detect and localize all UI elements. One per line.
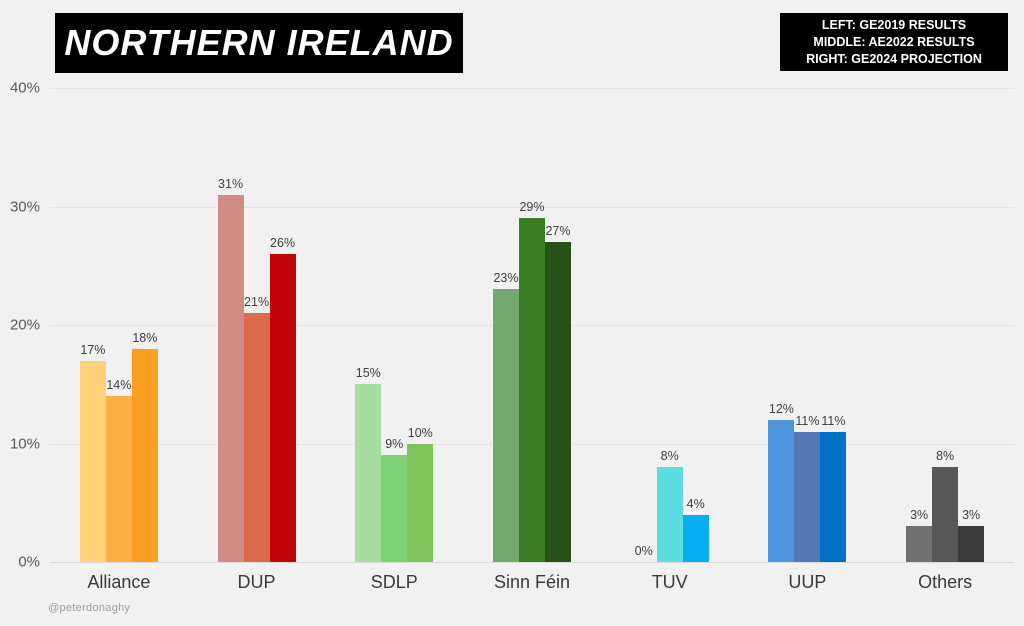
x-axis-category-label: SDLP: [370, 572, 418, 592]
bar-sdlp-right: [407, 443, 434, 562]
value-label-tuv-left: 0%: [634, 544, 653, 558]
watermark-credit: @peterdonaghy: [48, 602, 131, 614]
value-label-tuv-middle: 8%: [660, 449, 679, 464]
x-axis-category-label: UUP: [788, 572, 827, 592]
bar-dup-middle: [243, 313, 270, 562]
y-axis-tick-label: 20%: [9, 316, 40, 334]
value-label-uup-left: 12%: [768, 401, 794, 416]
bar-dup-left: [217, 194, 244, 562]
bar-others-left: [906, 526, 933, 562]
bar-sinn-féin-right: [545, 242, 571, 562]
y-axis-tick-label: 10%: [9, 435, 40, 452]
bar-sinn-féin-middle: [519, 218, 545, 562]
legend-line-right: RIGHT: GE2024 PROJECTION: [806, 52, 982, 66]
value-label-alliance-right: 18%: [132, 330, 158, 345]
bar-alliance-right: [131, 348, 158, 562]
value-label-alliance-middle: 14%: [106, 378, 132, 393]
legend-line-middle: MIDDLE: AE2022 RESULTS: [813, 35, 975, 49]
value-label-uup-middle: 11%: [795, 413, 820, 428]
bar-uup-right: [820, 431, 847, 562]
value-label-sinn-féin-left: 23%: [493, 271, 519, 286]
legend-line-left: LEFT: GE2019 RESULTS: [821, 18, 967, 32]
x-axis-category-label: Alliance: [87, 572, 151, 592]
value-label-tuv-right: 4%: [686, 496, 705, 511]
chart-title: NORTHERN IRELAND: [64, 22, 454, 63]
gridline-30%: [50, 206, 1014, 208]
bar-tuv-middle: [656, 467, 683, 562]
gridline-0%: [50, 562, 1014, 563]
value-label-dup-left: 31%: [218, 176, 244, 191]
bar-sdlp-middle: [381, 455, 408, 562]
value-label-sinn-féin-right: 27%: [545, 224, 571, 239]
value-label-others-right: 3%: [962, 508, 981, 523]
bar-alliance-middle: [105, 396, 132, 562]
value-label-sinn-féin-middle: 29%: [519, 200, 545, 215]
value-label-dup-right: 26%: [270, 235, 296, 250]
value-label-alliance-left: 17%: [80, 342, 106, 357]
y-axis-tick-label: 30%: [9, 198, 40, 215]
x-axis-category-label: Others: [918, 572, 973, 592]
bar-uup-left: [768, 419, 795, 562]
value-label-others-left: 3%: [910, 508, 929, 523]
chart-legend: LEFT: GE2019 RESULTS MIDDLE: AE2022 RESU…: [780, 13, 1008, 71]
value-label-dup-middle: 21%: [244, 295, 270, 310]
bar-alliance-left: [79, 360, 106, 562]
x-axis-category-label: DUP: [237, 572, 276, 592]
bar-others-middle: [932, 467, 959, 562]
y-axis-tick-label: 40%: [9, 79, 40, 97]
y-axis-tick-label: 0%: [18, 553, 40, 571]
value-label-sdlp-right: 10%: [407, 425, 433, 440]
chart-title-box: NORTHERN IRELAND: [55, 13, 463, 73]
bar-sdlp-left: [355, 384, 382, 562]
bar-tuv-right: [682, 514, 709, 562]
x-axis-category-label: TUV: [651, 572, 688, 592]
value-label-sdlp-middle: 9%: [385, 437, 404, 452]
bar-uup-middle: [794, 431, 821, 562]
x-axis-category-label: Sinn Féin: [493, 572, 571, 592]
value-label-others-middle: 8%: [936, 449, 955, 464]
gridline-40%: [50, 88, 1014, 89]
value-label-uup-right: 11%: [821, 413, 846, 428]
bar-others-right: [958, 526, 985, 562]
bar-dup-right: [269, 253, 296, 562]
bar-sinn-féin-left: [493, 289, 519, 562]
value-label-sdlp-left: 15%: [355, 366, 381, 381]
